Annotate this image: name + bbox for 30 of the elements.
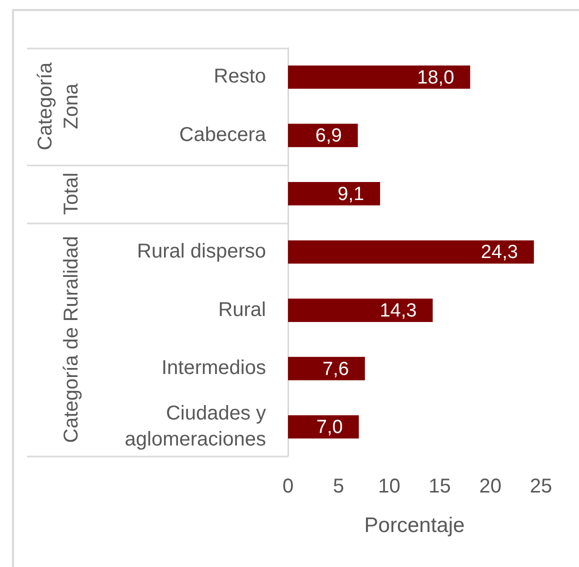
bar	[288, 240, 534, 264]
bar	[288, 124, 358, 148]
y-tick-label: Cabecera	[179, 124, 267, 146]
x-tick-label: 5	[333, 476, 344, 498]
data-label: 18,0	[417, 67, 454, 88]
text: Categoría Zona	[34, 62, 83, 150]
data-label: 6,9	[315, 126, 342, 147]
bar	[288, 415, 359, 439]
bar	[288, 65, 470, 89]
bar	[288, 298, 433, 322]
data-label: 7,6	[322, 358, 349, 380]
data-label: 9,1	[338, 184, 364, 205]
text: Categoría de Ruralidad	[60, 236, 83, 443]
y-tick-label: Resto	[214, 66, 266, 88]
x-tick-label: 15	[428, 476, 451, 498]
bar	[288, 182, 380, 206]
x-tick-label: 20	[479, 476, 502, 498]
data-label: 24,3	[480, 242, 518, 264]
text: Total	[60, 172, 83, 215]
y-tick-label: Intermedios	[162, 357, 266, 380]
y-tick-label: Rural disperso	[137, 240, 266, 263]
x-tick-label: 0	[282, 476, 294, 498]
data-label: 7,0	[316, 417, 343, 438]
x-tick-label: 25	[530, 476, 552, 498]
data-label: 14,3	[380, 300, 417, 322]
bar	[288, 356, 365, 380]
x-tick-label: 10	[378, 476, 400, 498]
y-tick-label: Rural	[218, 298, 266, 321]
x-axis-title: Porcentaje	[364, 514, 465, 538]
y-tick-label: Ciudades y aglomeraciones	[124, 402, 266, 450]
